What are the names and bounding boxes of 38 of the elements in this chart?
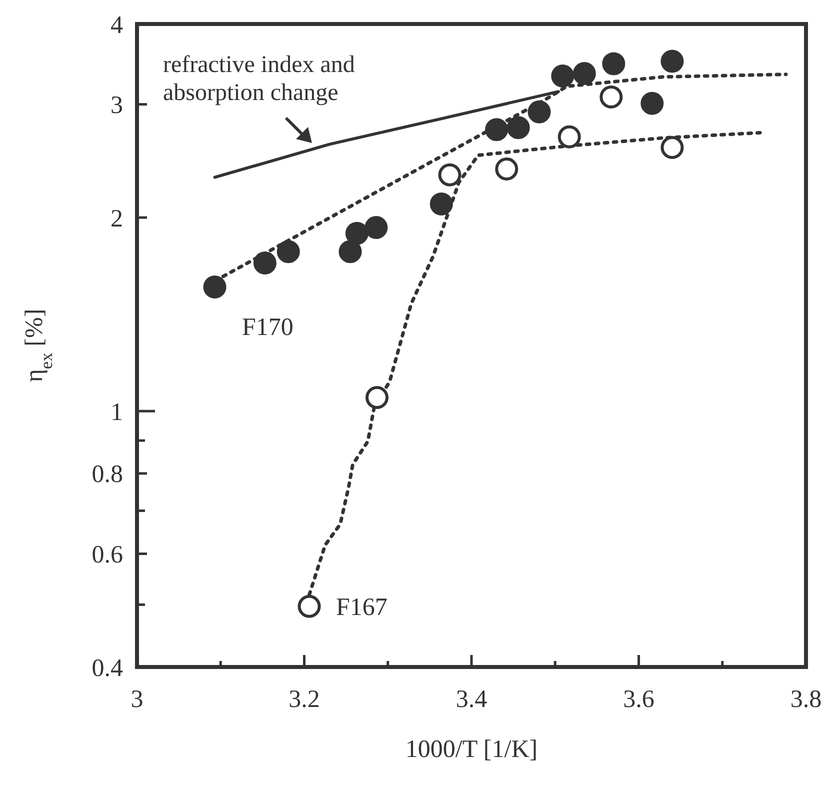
y-tick-label: 3 <box>110 92 123 120</box>
y-tick-label: 0.6 <box>92 542 123 569</box>
annotation: refractive index and absorption change <box>163 52 355 106</box>
point <box>495 157 518 180</box>
x-tick-label: 3 <box>130 686 144 713</box>
x-axis-title: 1000/T [1/K] <box>405 736 538 763</box>
annotation: F167 <box>336 594 388 621</box>
point <box>528 100 551 124</box>
y-tick-label: 0.8 <box>92 461 123 488</box>
point <box>253 251 276 274</box>
point <box>430 192 453 216</box>
y-tick-label: 2 <box>110 205 123 232</box>
point <box>640 92 664 115</box>
point <box>602 52 626 76</box>
point <box>364 216 388 240</box>
point <box>485 118 508 142</box>
x-tick-label: 3.8 <box>790 686 822 713</box>
point <box>276 240 300 264</box>
point <box>345 222 368 245</box>
point <box>366 386 389 409</box>
y-tick-label: 4 <box>110 12 124 39</box>
y-tick-label: 1 <box>110 398 123 426</box>
point <box>338 240 362 264</box>
point <box>572 62 596 86</box>
annotation: F170 <box>242 314 294 341</box>
point <box>558 125 581 148</box>
point <box>660 136 684 160</box>
x-tick-label: 3.2 <box>288 686 320 713</box>
point <box>660 50 684 73</box>
x-tick-label: 3.6 <box>623 686 654 713</box>
x-tick-label: 3.4 <box>456 686 488 713</box>
point <box>551 64 574 88</box>
point <box>600 85 623 108</box>
point <box>438 163 462 186</box>
point <box>298 594 321 618</box>
y-tick-label: 0.4 <box>92 654 124 682</box>
point <box>506 116 530 140</box>
point <box>203 275 226 298</box>
